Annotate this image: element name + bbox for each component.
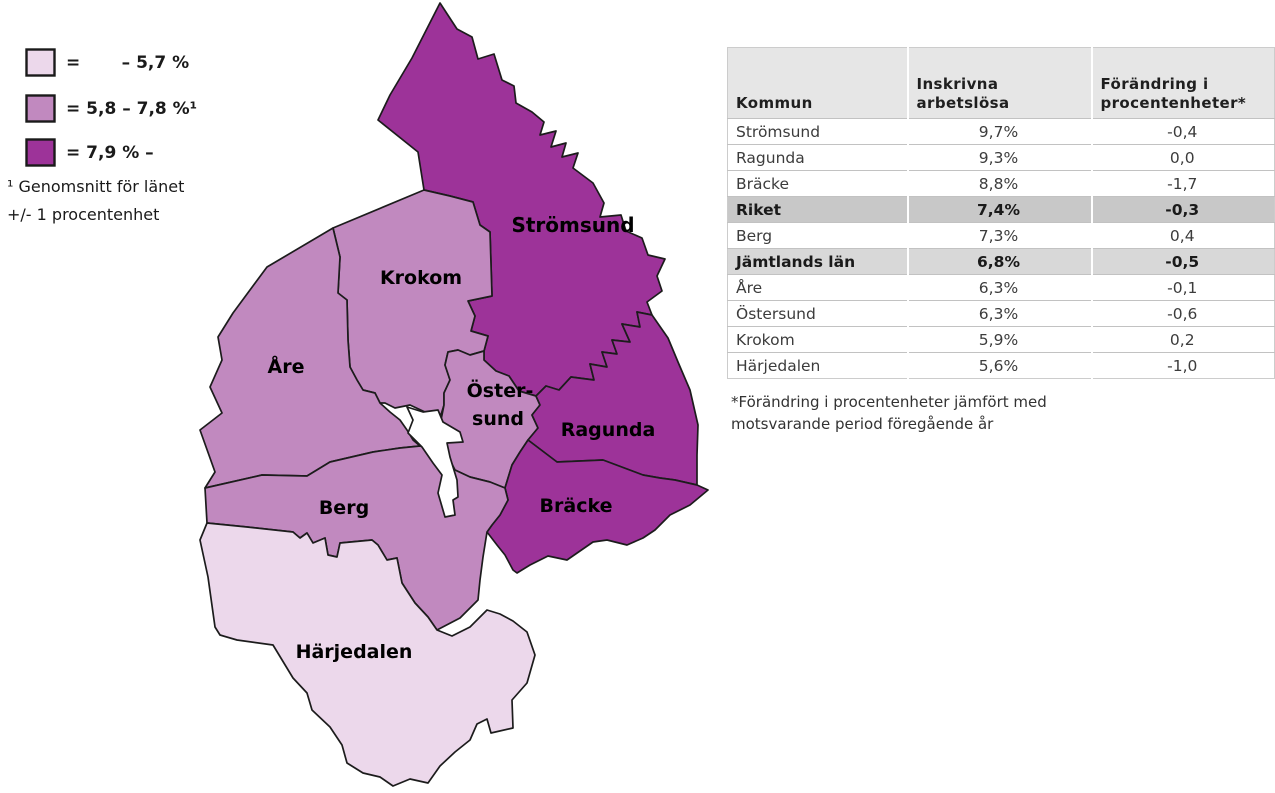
cell-arbetslosa: 7,4% (906, 196, 1092, 223)
column-header-kommun: Kommun (727, 47, 908, 119)
legend-swatch-mid-icon (25, 94, 56, 123)
cell-arbetslosa: 6,3% (906, 300, 1092, 327)
map-label-berg: Berg (319, 497, 369, 519)
cell-forandring: 0,0 (1090, 144, 1275, 171)
cell-arbetslosa: 9,7% (906, 118, 1092, 145)
table-footnote: *Förändring i procentenheter jämfört med… (731, 391, 1047, 435)
table-row-lan-highlight: Jämtlands län 6,8% -0,5 (727, 248, 1275, 275)
legend-footnote-line2: +/- 1 procentenhet (7, 205, 160, 224)
map-label-krokom: Krokom (380, 267, 462, 289)
cell-forandring: -0,5 (1090, 248, 1275, 275)
cell-kommun: Riket (727, 196, 908, 223)
cell-forandring: -1,0 (1090, 352, 1275, 379)
unemployment-table: Kommun Inskrivna arbetslösa Förändring i… (727, 47, 1275, 379)
table-row: Östersund 6,3% -0,6 (727, 300, 1275, 327)
table-row: Ragunda 9,3% 0,0 (727, 144, 1275, 171)
map-label-are: Åre (268, 354, 305, 378)
table-row: Berg 7,3% 0,4 (727, 222, 1275, 249)
cell-forandring: -0,1 (1090, 274, 1275, 301)
table-row: Härjedalen 5,6% -1,0 (727, 352, 1275, 379)
cell-arbetslosa: 8,8% (906, 170, 1092, 197)
cell-forandring: 0,4 (1090, 222, 1275, 249)
cell-kommun: Östersund (727, 300, 908, 327)
cell-forandring: -1,7 (1090, 170, 1275, 197)
cell-forandring: -0,3 (1090, 196, 1275, 223)
cell-kommun: Härjedalen (727, 352, 908, 379)
table-row: Krokom 5,9% 0,2 (727, 326, 1275, 353)
column-header-forandring: Förändring i procentenheter* (1090, 47, 1275, 119)
cell-arbetslosa: 7,3% (906, 222, 1092, 249)
legend-item-mid: = 5,8 – 7,8 %¹ (25, 94, 197, 123)
column-header-arbetslosa: Inskrivna arbetslösa (906, 47, 1092, 119)
cell-kommun: Bräcke (727, 170, 908, 197)
legend-footnote: ¹ Genomsnitt för länet +/- 1 procentenhe… (7, 173, 184, 229)
map-label-ragunda: Ragunda (561, 419, 656, 441)
table-header-row: Kommun Inskrivna arbetslösa Förändring i… (727, 47, 1275, 119)
cell-forandring: -0,6 (1090, 300, 1275, 327)
legend-item-label: = 5,8 – 7,8 %¹ (66, 98, 198, 119)
legend-swatch-high-icon (25, 138, 56, 167)
legend-item-high: = 7,9 % – (25, 138, 154, 167)
cell-kommun: Ragunda (727, 144, 908, 171)
cell-arbetslosa: 5,9% (906, 326, 1092, 353)
legend-swatch-low-icon (25, 48, 56, 77)
map-label-stromsund: Strömsund (511, 213, 634, 237)
legend-item-low: = – 5,7 % (25, 48, 189, 77)
cell-arbetslosa: 5,6% (906, 352, 1092, 379)
cell-forandring: -0,4 (1090, 118, 1275, 145)
map-region-harjedalen (199, 522, 536, 787)
cell-arbetslosa: 9,3% (906, 144, 1092, 171)
map-label-bracke: Bräcke (540, 495, 613, 517)
map-label-harjedalen: Härjedalen (296, 641, 413, 663)
map-label-ostersund-line1: Öster- (467, 378, 534, 402)
cell-kommun: Jämtlands län (727, 248, 908, 275)
table-row: Åre 6,3% -0,1 (727, 274, 1275, 301)
cell-kommun: Berg (727, 222, 908, 249)
legend-item-label: = 7,9 % – (66, 142, 154, 163)
cell-arbetslosa: 6,8% (906, 248, 1092, 275)
legend-footnote-line1: ¹ Genomsnitt för länet (7, 177, 185, 196)
cell-forandring: 0,2 (1090, 326, 1275, 353)
cell-arbetslosa: 6,3% (906, 274, 1092, 301)
map-label-ostersund-line2: sund (472, 408, 524, 430)
cell-kommun: Strömsund (727, 118, 908, 145)
lake-storsjon (406, 406, 464, 518)
cell-kommun: Krokom (727, 326, 908, 353)
table-row-riket-highlight: Riket 7,4% -0,3 (727, 196, 1275, 223)
legend-item-label: = – 5,7 % (66, 52, 190, 73)
table-footnote-line1: *Förändring i procentenheter jämfört med (731, 393, 1047, 411)
jamtland-county-map: Strömsund Krokom Åre Öster- sund Ragunda… (199, 2, 709, 787)
table-row: Bräcke 8,8% -1,7 (727, 170, 1275, 197)
cell-kommun: Åre (727, 274, 908, 301)
table-footnote-line2: motsvarande period föregående år (731, 415, 994, 433)
table-row: Strömsund 9,7% -0,4 (727, 118, 1275, 145)
